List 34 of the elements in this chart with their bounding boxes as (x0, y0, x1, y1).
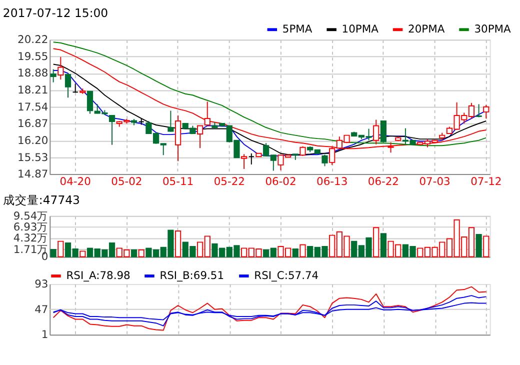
legend-label: 10PMA (342, 22, 380, 36)
y-tick-label: 20.22 (18, 33, 48, 46)
y-tick-label: 4.32万 (13, 232, 48, 245)
y-tick-label: 16.87 (18, 117, 48, 130)
legend-label: 30PMA (474, 22, 512, 36)
x-tick-label: 06-02 (265, 175, 296, 188)
y-tick-label: 18.88 (18, 66, 48, 80)
x-tick-label: 06-22 (368, 175, 399, 188)
y-tick-label: 6.93万 (13, 220, 48, 234)
x-tick-label: 05-02 (111, 175, 142, 188)
y-tick-label: 16.20 (18, 134, 48, 147)
y-tick-label: 0 (41, 250, 48, 264)
y-tick-label: 17.54 (18, 100, 48, 114)
x-tick-label: 06-13 (316, 175, 348, 188)
legend-label: RSI_B:69.51 (160, 268, 224, 282)
y-tick-label: 14.87 (18, 167, 48, 180)
x-tick-label: 07-03 (419, 175, 450, 188)
y-tick-label: 19.55 (18, 50, 48, 63)
y-tick-label: 1 (41, 328, 48, 342)
y-tick-label: 93 (34, 277, 48, 290)
text: RSI_A:78.98 (66, 268, 131, 282)
y-tick-label: 9.54万 (13, 209, 48, 222)
y-tick-label: 15.53 (18, 150, 48, 164)
y-tick-label: 47 (34, 302, 48, 316)
x-tick-label: 04-20 (60, 175, 92, 188)
legend-label: RSI_C:57.74 (254, 268, 319, 282)
x-tick-label: 05-11 (162, 175, 194, 188)
legend-label: 20PMA (408, 22, 446, 36)
chart-title: 2017-07-12 15:00 (2, 6, 108, 20)
x-tick-label: 05-22 (214, 175, 245, 188)
y-tick-label: 18.21 (18, 84, 48, 96)
x-tick-label: 07-12 (470, 175, 502, 188)
legend-label: 5PMA (282, 22, 313, 36)
chart-title: 成交量:47743 (2, 193, 80, 208)
